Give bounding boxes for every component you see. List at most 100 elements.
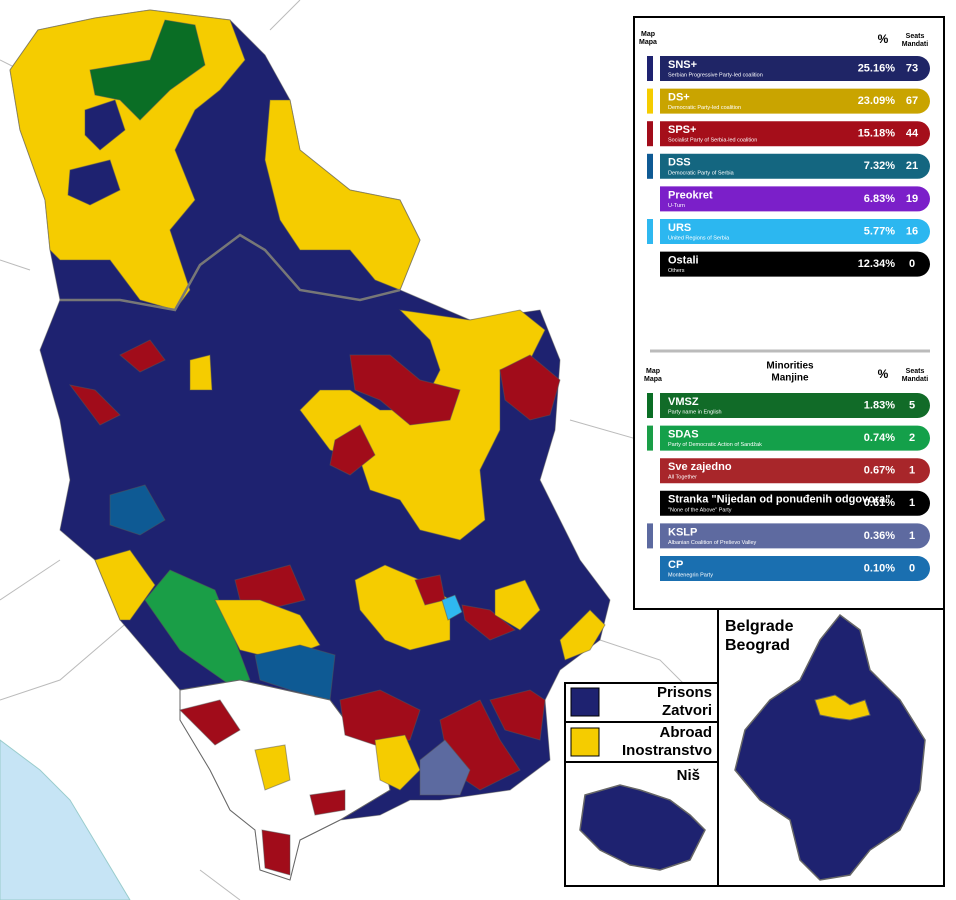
party-name: Socialist Party of Serbia-led coalition <box>668 138 757 144</box>
pct-label: % <box>878 32 889 46</box>
region-red <box>339 689 421 746</box>
party-pill <box>660 121 930 147</box>
party-pill <box>660 251 930 277</box>
party-pill <box>660 490 930 516</box>
party-name: Democratic Party of Serbia <box>668 170 735 176</box>
map-swatch <box>647 523 653 549</box>
legend-row: KSLP Albanian Coalition of Preševo Valley… <box>647 523 930 549</box>
party-percent: 7.32% <box>864 160 895 172</box>
legend: Map Mapa % Seats Mandati Map Mapa Minori… <box>633 16 945 610</box>
party-abbr: SPS+ <box>668 124 696 136</box>
region-yellow <box>9 9 246 311</box>
map-swatch <box>647 153 653 179</box>
seats-label: Seats <box>906 368 925 375</box>
nis-inset: Niš <box>564 761 719 887</box>
party-seats: 44 <box>906 128 919 140</box>
party-abbr: DSS <box>668 157 691 169</box>
region-yellow <box>374 734 421 791</box>
party-seats: 19 <box>906 193 918 205</box>
region-sdas <box>144 569 251 686</box>
region-urs <box>441 594 463 621</box>
party-percent: 0.36% <box>864 530 895 542</box>
abroad-label: Inostranstvo <box>622 742 712 759</box>
party-abbr: URS <box>668 222 691 234</box>
seats-label: Seats <box>906 33 925 40</box>
party-name: Others <box>668 268 685 274</box>
party-abbr: SDAS <box>668 429 699 441</box>
belgrade-label: Belgrade <box>725 618 794 635</box>
party-pill <box>660 425 930 451</box>
party-percent: 0.61% <box>864 497 895 509</box>
party-seats: 0 <box>909 258 915 270</box>
party-seats: 1 <box>909 497 915 509</box>
region-red <box>119 339 166 373</box>
region-yellow <box>559 609 606 661</box>
party-name: "None of the Above" Party <box>668 507 732 513</box>
prisons-abroad-box: Prisons Zatvori Abroad Inostranstvo <box>564 682 719 763</box>
party-abbr: SNS+ <box>668 59 697 71</box>
nis-area <box>579 784 706 871</box>
region-red <box>349 354 461 426</box>
party-abbr: Stranka "Nijedan od ponuđenih odgovora" <box>668 494 891 506</box>
abroad-label: Abroad <box>660 724 713 741</box>
party-abbr: Sve zajedno <box>668 461 732 473</box>
region-yellow <box>189 354 213 391</box>
belgrade-inset: Belgrade Beograd <box>717 608 945 887</box>
party-name: Party of Democratic Action of Sandžak <box>668 442 762 448</box>
legend-row: Preokret U-Turn 6.83% 19 <box>660 186 930 212</box>
party-name: Montenegrin Party <box>668 572 713 578</box>
region-red <box>489 689 546 741</box>
party-seats: 5 <box>909 399 915 411</box>
party-percent: 0.10% <box>864 562 895 574</box>
map-swatch <box>647 121 653 147</box>
region-navy <box>84 99 126 151</box>
minorities-title: Manjine <box>771 373 809 384</box>
seats-label: Mandati <box>902 41 929 48</box>
party-abbr: CP <box>668 559 683 571</box>
party-pill <box>660 186 930 212</box>
party-pill <box>660 56 930 81</box>
legend-row: SNS+Serbian Progressive Party-led coalit… <box>647 56 930 81</box>
map-swatch <box>647 393 653 418</box>
belgrade-area <box>734 613 926 881</box>
legend-row: DS+Democratic Party-led coalition 23.09% 6… <box>647 88 930 114</box>
party-seats: 67 <box>906 95 918 107</box>
region-navy <box>67 159 121 206</box>
region-red <box>68 384 121 426</box>
party-seats: 1 <box>909 465 915 477</box>
party-name: U-Turn <box>668 203 685 209</box>
party-pill <box>660 219 930 244</box>
party-pill <box>660 393 930 418</box>
prisons-label: Zatvori <box>662 702 712 719</box>
party-abbr: KSLP <box>668 526 697 538</box>
belgrade-yellow <box>814 694 871 721</box>
party-percent: 1.83% <box>864 399 895 411</box>
region-red <box>179 699 241 746</box>
party-abbr: Preokret <box>668 189 713 201</box>
legend-row: Sve zajedno All Together 0.67% 1 <box>660 458 930 484</box>
map-label: Mapa <box>644 376 662 383</box>
party-percent: 5.77% <box>864 225 895 237</box>
party-seats: 0 <box>909 562 915 574</box>
legend-row: SPS+ Socialist Party of Serbia-led coalit… <box>647 121 930 147</box>
region-yellow <box>494 579 541 631</box>
party-abbr: VMSZ <box>668 396 699 408</box>
party-name: Democratic Party-led coalition <box>668 105 741 111</box>
nis-label: Niš <box>677 767 700 784</box>
party-pill <box>660 523 930 549</box>
pct-label: % <box>878 367 889 381</box>
region-red <box>309 789 346 816</box>
party-pill <box>660 88 930 114</box>
party-seats: 73 <box>906 62 918 74</box>
party-seats: 2 <box>909 432 915 444</box>
sea <box>0 739 131 900</box>
party-name: Albanian Coalition of Preševo Valley <box>668 540 757 546</box>
seats-label: Mandati <box>902 376 929 383</box>
party-percent: 25.16% <box>858 62 896 74</box>
minorities-title: Minorities <box>766 361 814 372</box>
